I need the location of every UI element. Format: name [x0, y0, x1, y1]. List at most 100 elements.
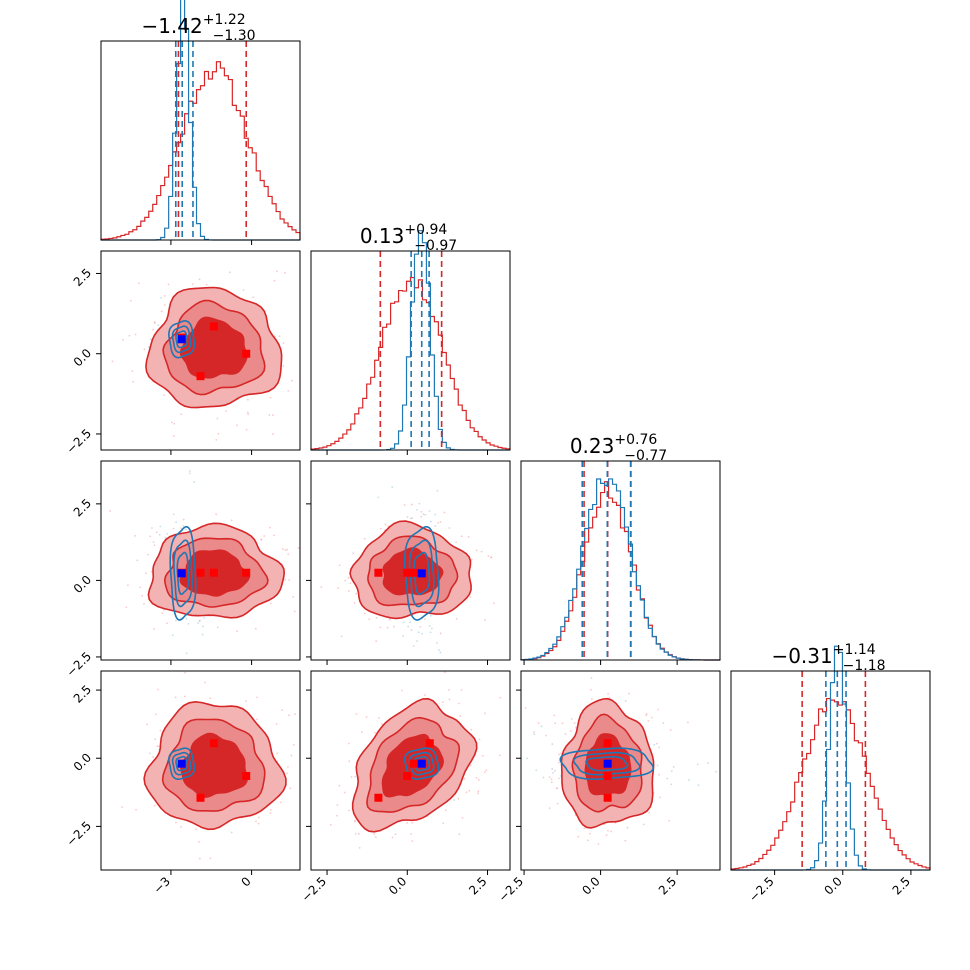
histogram-title: 0.13+0.94 −0.97: [360, 222, 457, 254]
blue-sample-point: [391, 486, 394, 489]
histogram-panel-0: −1.42+1.22 −1.30: [100, 0, 301, 241]
red-sample-point: [477, 790, 480, 793]
blue-sample-point: [185, 617, 188, 620]
blue-sample-point: [453, 799, 456, 801]
red-sample-point: [217, 874, 219, 876]
red-sample-point: [269, 812, 272, 815]
red-histogram: [310, 276, 511, 450]
red-sample-point: [558, 777, 560, 780]
red-sample-point: [484, 712, 486, 715]
red-sample-point: [145, 572, 147, 575]
red-sample-point: [125, 606, 128, 609]
red-sample-point: [292, 595, 295, 598]
red-sample-point: [151, 527, 153, 529]
y-tick-label: −2.5: [64, 426, 95, 457]
scatter-panel-1-0: [100, 250, 301, 451]
blue-sample-point: [159, 525, 162, 528]
red-sample-point: [628, 692, 630, 695]
red-sample-point: [153, 628, 155, 630]
blue-sample-point: [197, 622, 200, 625]
x-tick-label: −2.5: [496, 874, 527, 905]
red-sample-point: [487, 555, 490, 557]
blue-contour-level-1: [171, 751, 192, 776]
red-sample-point: [445, 809, 447, 812]
red-sample-point: [150, 570, 153, 573]
red-sample-point: [258, 816, 260, 819]
red-sample-point: [448, 698, 451, 701]
red-square-marker: [209, 322, 218, 331]
red-sample-point: [302, 551, 304, 553]
red-sample-point: [260, 538, 263, 541]
red-sample-point: [409, 517, 412, 520]
red-sample-point: [650, 716, 653, 719]
blue-sample-point: [415, 400, 417, 402]
red-sample-point: [286, 772, 288, 775]
red-sample-point: [411, 821, 414, 824]
y-tick-label: 2.5: [71, 496, 94, 519]
red-sample-point: [352, 552, 355, 555]
red-sample-point: [272, 433, 274, 436]
red-sample-point: [289, 787, 292, 790]
red-sample-point: [380, 527, 382, 530]
red-square-marker: [425, 739, 434, 748]
scatter-panel-2-1: [310, 400, 511, 661]
blue-sample-point: [154, 738, 156, 741]
red-sample-point: [573, 722, 576, 724]
red-sample-point: [271, 414, 274, 417]
blue-sample-point: [428, 625, 431, 627]
red-sample-point: [457, 702, 460, 705]
red-sample-point: [348, 760, 351, 763]
red-sample-point: [180, 527, 182, 530]
blue-sample-point: [164, 447, 166, 449]
blue-sample-point: [434, 513, 437, 516]
blue-contour-level-2: [175, 755, 189, 772]
blue-sample-point: [658, 746, 660, 749]
blue-sample-point: [164, 536, 167, 539]
x-tick-label: 2.5: [890, 874, 913, 897]
blue-sample-point: [416, 640, 419, 642]
red-sample-point: [548, 807, 551, 810]
red-sample-point: [439, 521, 442, 523]
red-sample-point: [353, 601, 356, 604]
red-sample-point: [577, 835, 580, 838]
blue-histogram: [731, 645, 930, 871]
histogram-panel-1: 0.13+0.94 −0.97: [310, 222, 511, 451]
scatter-frame: [100, 460, 301, 661]
blue-contour-level-2: [585, 755, 629, 772]
red-sample-point: [246, 398, 249, 401]
y-tick-label: 0.0: [71, 346, 94, 369]
red-sample-point: [386, 626, 389, 629]
title-median: 0.13: [360, 224, 405, 248]
red-sample-point: [597, 843, 600, 845]
red-sample-point: [275, 723, 278, 725]
blue-sample-point: [189, 470, 191, 472]
red-sample-point: [242, 289, 245, 291]
red-sample-point: [141, 594, 143, 597]
red-sample-point: [484, 771, 486, 773]
red-sample-point: [209, 857, 212, 860]
red-sample-point: [291, 379, 293, 382]
red-square-marker: [403, 771, 412, 780]
blue-contour-level-0: [403, 747, 440, 780]
red-sample-point: [350, 776, 353, 778]
red-sample-point: [348, 809, 350, 812]
red-sample-point: [146, 723, 148, 726]
blue-sample-point: [185, 652, 188, 655]
blue-sample-point: [198, 620, 201, 622]
blue-sample-point: [174, 619, 177, 622]
red-sample-point: [139, 586, 142, 589]
title-plus: +1.22: [203, 12, 246, 28]
blue-sample-point: [172, 513, 175, 516]
red-sample-point: [354, 832, 357, 835]
blue-sample-point: [697, 784, 700, 787]
red-sample-point: [314, 590, 316, 592]
red-sample-point: [533, 731, 535, 734]
red-sample-point: [137, 282, 140, 285]
blue-contour-level-1: [572, 751, 641, 776]
red-sample-point: [475, 777, 478, 779]
red-sample-point: [555, 787, 558, 790]
histogram-panel-2: 0.23+0.76 −0.77: [520, 432, 721, 661]
red-sample-point: [153, 804, 156, 807]
scatter-frame: [100, 670, 301, 871]
blue-sample-point: [412, 645, 415, 647]
